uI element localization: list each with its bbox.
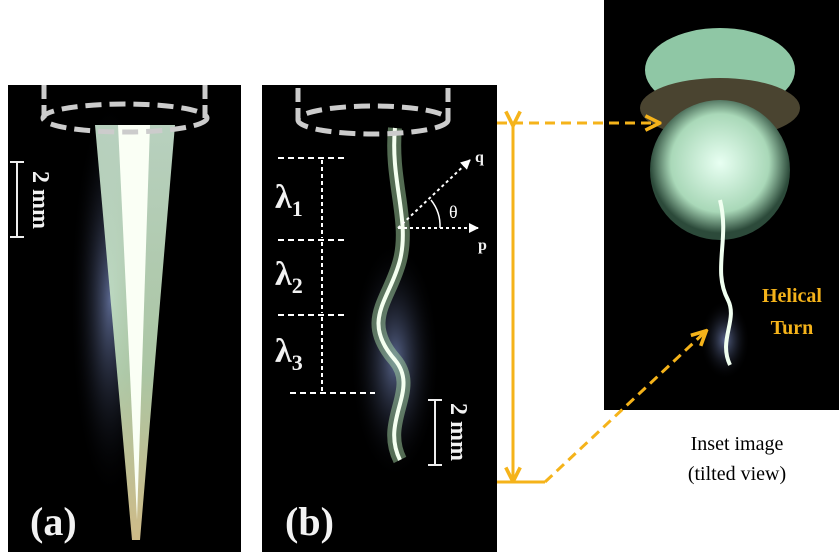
subscript: 3: [292, 350, 303, 375]
axis-p: p: [478, 237, 487, 254]
subscript: 2: [292, 273, 303, 298]
lambda: λ: [275, 179, 292, 216]
angle-label: θ: [449, 202, 458, 222]
figure: 2 mm (a) q p θ λ1λ2λ3 2 mm (b) Helical T…: [0, 0, 839, 552]
caption: (tilted view): [688, 463, 786, 485]
lambda: λ: [275, 256, 292, 293]
annotation: Turn: [771, 317, 814, 339]
page: {"panel_a": {"label": "(a)", "scale": "2…: [0, 0, 839, 552]
axis-q: q: [475, 149, 484, 166]
subscript: 1: [292, 196, 303, 221]
caption: Inset image: [691, 433, 784, 455]
scale-label: 2 mm: [445, 403, 471, 461]
panel-label: (a): [30, 499, 77, 544]
lambda: λ: [275, 333, 292, 370]
annotation: Helical: [762, 285, 822, 307]
scale-label: 2 mm: [27, 171, 53, 229]
panel-a: 2 mm (a): [8, 85, 241, 552]
inset: Helical Turn: [604, 0, 839, 410]
panel-label: (b): [285, 499, 334, 544]
